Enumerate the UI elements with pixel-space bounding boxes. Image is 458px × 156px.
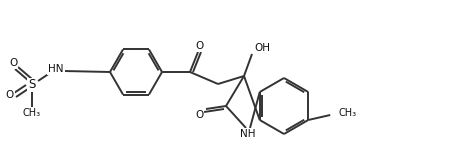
Text: CH₃: CH₃ bbox=[338, 108, 356, 118]
Text: O: O bbox=[196, 41, 204, 51]
Text: O: O bbox=[6, 90, 14, 100]
Text: HN: HN bbox=[48, 64, 64, 74]
Text: OH: OH bbox=[254, 43, 270, 53]
Text: CH₃: CH₃ bbox=[23, 108, 41, 118]
Text: O: O bbox=[9, 58, 17, 68]
Text: NH: NH bbox=[240, 129, 256, 139]
Text: S: S bbox=[28, 78, 36, 92]
Text: O: O bbox=[195, 110, 203, 120]
